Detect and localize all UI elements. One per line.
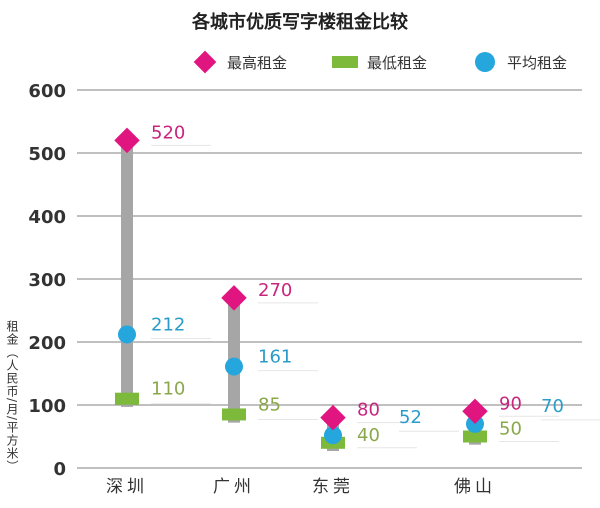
min-marker [463, 430, 487, 443]
avg-marker [225, 357, 243, 376]
min-marker [115, 392, 139, 405]
x-tick-label: 东莞 [312, 477, 354, 497]
y-tick-label: 400 [28, 207, 66, 228]
legend-rectangle-icon [332, 56, 358, 68]
legend-label: 最高租金 [227, 54, 287, 72]
max-value-label: 90 [499, 393, 522, 414]
avg-marker [324, 426, 342, 445]
avg-value-label: 52 [399, 407, 422, 428]
y-tick-label: 600 [28, 81, 66, 102]
max-value-label: 80 [357, 400, 380, 421]
y-tick-label: 100 [28, 396, 66, 417]
max-value-label: 520 [151, 122, 185, 143]
x-tick-label: 深圳 [106, 477, 148, 497]
y-tick-label: 300 [28, 270, 66, 291]
range-bar [121, 140, 133, 407]
min-value-label: 50 [499, 419, 522, 440]
y-axis-label: 租金（人民币/月/平方米） [5, 320, 19, 474]
avg-value-label: 70 [541, 396, 564, 417]
max-marker [462, 398, 488, 425]
max-marker [221, 285, 247, 311]
y-tick-label: 200 [28, 333, 66, 354]
avg-value-label: 161 [258, 347, 292, 368]
x-tick-label: 佛山 [454, 477, 496, 497]
chart-title: 各城市优质写字楼租金比较 [192, 12, 408, 33]
legend-label: 平均租金 [507, 54, 567, 72]
max-marker [114, 127, 140, 154]
min-value-label: 110 [151, 379, 185, 400]
y-tick-label: 0 [53, 459, 66, 480]
min-value-label: 85 [258, 394, 281, 415]
legend-label: 最低租金 [367, 54, 427, 72]
legend-diamond-icon [193, 50, 217, 74]
min-value-label: 40 [357, 425, 380, 446]
avg-value-label: 212 [151, 314, 185, 335]
avg-marker [118, 325, 136, 344]
y-tick-label: 500 [28, 144, 66, 165]
x-tick-label: 广州 [213, 477, 255, 497]
max-value-label: 270 [258, 280, 292, 301]
legend-circle-icon [475, 52, 495, 72]
max-marker [320, 404, 346, 431]
min-marker [222, 408, 246, 421]
